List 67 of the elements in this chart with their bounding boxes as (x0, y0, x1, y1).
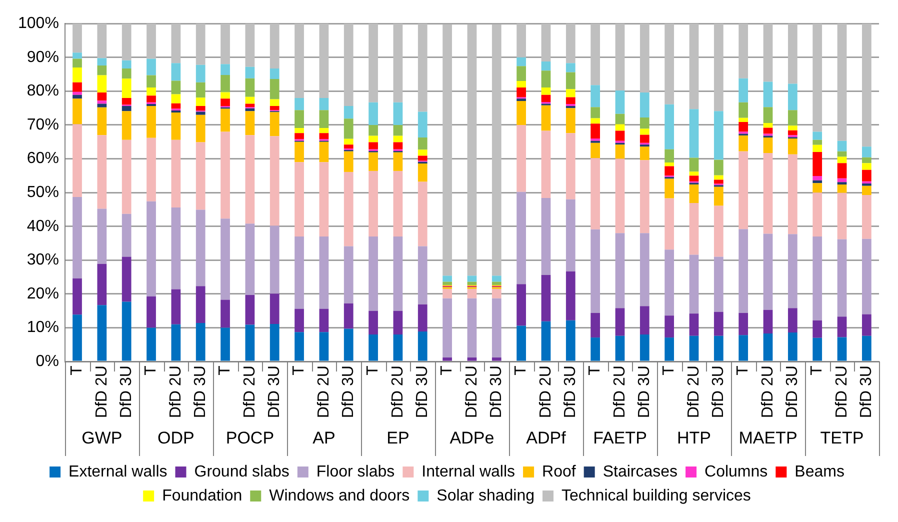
legend-label: Staircases (602, 463, 678, 480)
x-tick-label: DfD 3U (562, 366, 580, 418)
text: ADPf (526, 428, 566, 448)
legend-label: Internal walls (422, 463, 516, 480)
y-tick-label: 60% (26, 150, 59, 168)
text: ADPe (450, 428, 494, 448)
text: GWP (82, 428, 122, 448)
x-tick-label: T (734, 365, 752, 376)
text: ODP (158, 428, 194, 448)
y-tick-label: 50% (26, 184, 59, 201)
y-tick-label: 70% (26, 116, 59, 134)
x-tick-label: DfD 2U (833, 366, 850, 418)
text: AP (312, 428, 336, 448)
legend-label: Windows and doors (269, 487, 410, 504)
x-tick-label: DfD 2U (611, 366, 628, 418)
text: EP (386, 428, 410, 448)
x-tick-label: DfD 3U (414, 366, 432, 418)
x-tick-label: T (364, 365, 382, 376)
text: TETP (820, 428, 864, 448)
legend-label: Solar shading (436, 487, 534, 504)
x-tick-label: T (660, 365, 678, 376)
x-tick-label: DfD 3U (340, 366, 358, 418)
x-tick-label: DfD 3U (784, 366, 802, 418)
text: FAETP (593, 428, 647, 448)
y-tick-label: 10% (26, 319, 59, 336)
y-tick-label: 100% (18, 15, 59, 32)
legend-label: Ground slabs (194, 463, 290, 480)
x-tick-label: DfD 3U (858, 366, 876, 418)
legend-label: Technical building services (561, 487, 751, 504)
x-tick-label: DfD 2U (463, 366, 480, 418)
x-tick-label: DfD 2U (685, 366, 702, 418)
x-tick-label: DfD 3U (636, 366, 654, 418)
text: MAETP (738, 428, 798, 448)
x-tick-label: DfD 3U (192, 366, 210, 418)
x-tick-label: DfD 2U (93, 366, 110, 418)
x-tick-label: T (438, 365, 456, 376)
legend-label: Floor slabs (316, 463, 395, 480)
y-tick-label: 90% (26, 48, 59, 66)
legend-label: Roof (542, 463, 576, 480)
y-tick-label: 30% (26, 252, 59, 269)
x-tick-label: DfD 3U (488, 366, 506, 418)
x-tick-label: T (808, 365, 826, 376)
legend-label: Beams (794, 463, 844, 480)
x-tick-label: T (142, 365, 160, 376)
x-tick-label: T (290, 365, 308, 376)
x-tick-label: DfD 3U (266, 366, 284, 418)
x-tick-label: DfD 3U (118, 366, 135, 418)
y-tick-label: 20% (26, 285, 59, 302)
x-tick-label: DfD 3U (710, 366, 728, 418)
x-tick-label: DfD 2U (389, 366, 406, 418)
x-tick-label: T (512, 365, 530, 376)
x-tick-label: T (586, 365, 604, 376)
text: POCP (226, 428, 274, 448)
x-tick-label: T (216, 365, 234, 376)
y-tick-label: 80% (26, 82, 59, 100)
legend-label: Columns (704, 463, 768, 480)
text: HTP (676, 428, 711, 448)
x-tick-label: DfD 2U (759, 366, 776, 418)
x-tick-label: DfD 2U (167, 366, 184, 418)
legend-label: Foundation (162, 487, 242, 504)
y-tick-label: 0% (36, 352, 59, 370)
legend-label: External walls (68, 463, 168, 480)
x-tick-label: DfD 2U (537, 366, 554, 418)
y-tick-label: 40% (26, 218, 59, 235)
x-tick-label: DfD 2U (241, 366, 258, 418)
x-tick-label: T (68, 365, 86, 376)
x-tick-label: DfD 2U (315, 366, 332, 418)
